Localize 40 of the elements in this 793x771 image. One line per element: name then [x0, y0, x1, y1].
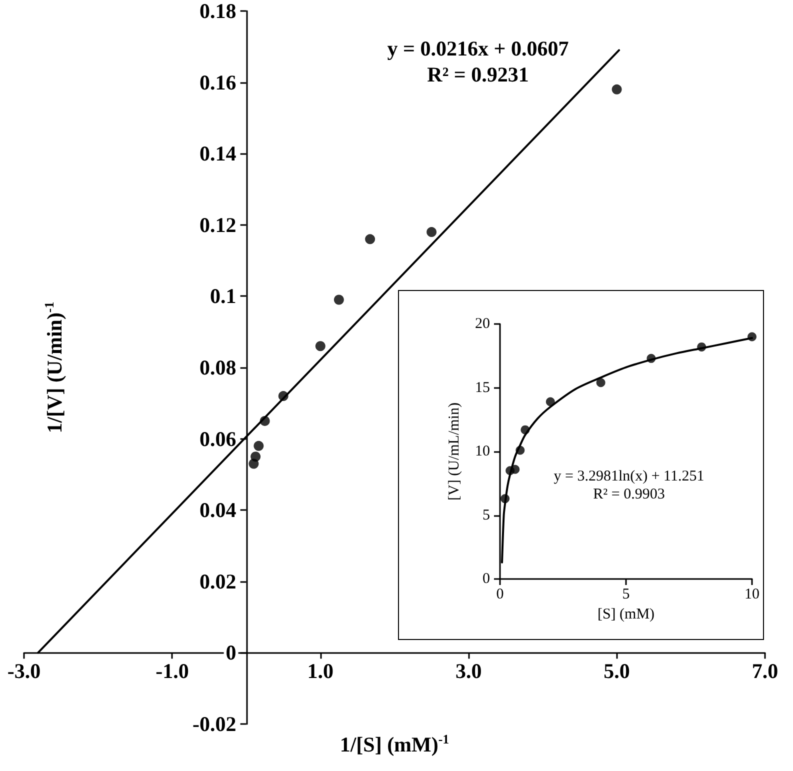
x-tick-label: 10 — [744, 586, 760, 602]
y-tick-label: 0.02 — [200, 569, 236, 594]
point — [612, 84, 622, 94]
y-tick-label: 0.04 — [200, 498, 237, 522]
y-tick-label: 0.14 — [200, 142, 237, 166]
annotation: R² = 0.9231 — [427, 62, 529, 86]
x-tick-label: -1.0 — [156, 659, 189, 684]
y-tick-label: 0 — [482, 571, 490, 587]
y-tick-label: 0.12 — [200, 212, 236, 237]
y-axis-title: [V] (U/mL/min) — [446, 402, 463, 500]
point — [254, 440, 264, 451]
y-axis-title: 1/[V] (U/min)-1 — [41, 302, 66, 434]
x-axis-title: [S] (mM) — [597, 606, 655, 622]
x-tick-label: 0 — [496, 586, 504, 602]
y-tick-label: 0.08 — [200, 356, 236, 380]
point — [426, 227, 437, 238]
y-tick-label: 15 — [475, 380, 490, 396]
x-tick-label: 5.0 — [604, 659, 630, 684]
y-tick-label: 0.18 — [200, 0, 236, 23]
annotation: R² = 0.9903 — [593, 486, 665, 502]
x-tick-label: -3.0 — [7, 659, 41, 684]
y-tick-label: 5 — [482, 507, 490, 524]
y-tick-label: 10 — [475, 444, 490, 460]
annotation: y = 3.2981ln(x) + 11.251 — [554, 468, 704, 484]
y-tick-label: -0.02 — [192, 712, 236, 736]
point — [250, 452, 261, 462]
x-tick-label: 5 — [622, 586, 630, 602]
y-tick-label: 0.06 — [200, 426, 236, 451]
point — [365, 234, 376, 244]
x-tick-label: 3.0 — [455, 659, 482, 684]
y-tick-label: 0 — [226, 640, 236, 665]
point — [596, 378, 606, 388]
annotation: y = 0.0216x + 0.0607 — [387, 36, 569, 60]
point — [334, 294, 344, 305]
point — [315, 341, 326, 352]
y-tick-label: 0.1 — [210, 284, 236, 308]
y-tick-label: 0.16 — [200, 70, 236, 94]
x-tick-label: 1.0 — [307, 659, 334, 684]
x-tick-label: 7.0 — [752, 659, 778, 684]
y-tick-label: 20 — [475, 316, 490, 332]
